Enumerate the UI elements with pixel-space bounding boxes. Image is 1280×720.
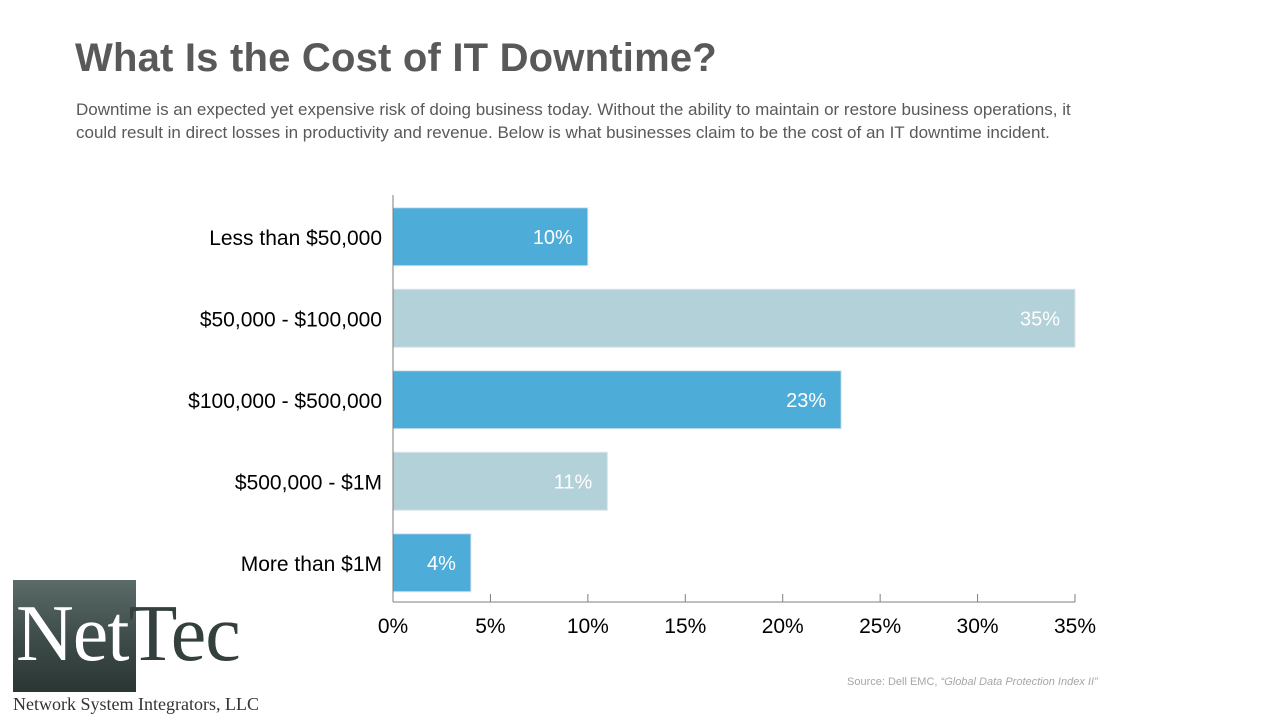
x-tick-label-6: 30%	[957, 615, 999, 638]
x-tick-label-3: 15%	[664, 615, 706, 638]
bar-1	[392, 288, 1076, 348]
logo-tagline: Network System Integrators, LLC	[13, 694, 259, 714]
x-tick-label-4: 20%	[762, 615, 804, 638]
company-logo: NetTec	[16, 594, 241, 674]
bar-value-label-2: 23%	[786, 390, 826, 412]
bar-3	[392, 451, 608, 511]
source-title: “Global Data Protection Index II”	[940, 676, 1098, 688]
category-label-0: Less than $50,000	[209, 227, 382, 250]
category-label-4: More than $1M	[241, 553, 382, 576]
logo-name-tec: Tec	[128, 590, 241, 678]
bar-2	[392, 370, 842, 430]
bar-value-label-0: 10%	[533, 227, 573, 249]
slide-title: What Is the Cost of IT Downtime?	[75, 36, 717, 80]
x-tick-label-0: 0%	[378, 615, 408, 638]
bar-value-label-1: 35%	[1020, 308, 1060, 330]
x-tick-label-1: 5%	[475, 615, 505, 638]
x-tick-label-7: 35%	[1054, 615, 1096, 638]
x-tick-label-2: 10%	[567, 615, 609, 638]
source-prefix: Source: Dell EMC,	[847, 676, 941, 688]
logo-name-net: Net	[16, 590, 130, 678]
bar-value-label-4: 4%	[427, 553, 456, 575]
category-label-1: $50,000 - $100,000	[200, 308, 382, 331]
logo-badge	[13, 580, 136, 692]
x-tick-label-5: 25%	[859, 615, 901, 638]
bar-4	[392, 533, 472, 593]
slide-subtitle: Downtime is an expected yet expensive ri…	[76, 100, 1071, 142]
category-label-3: $500,000 - $1M	[235, 471, 382, 494]
source-note: Source: Dell EMC, “Global Data Protectio…	[847, 676, 1098, 688]
bar-value-label-3: 11%	[554, 471, 593, 493]
category-label-2: $100,000 - $500,000	[188, 390, 382, 413]
bar-0	[392, 207, 589, 267]
